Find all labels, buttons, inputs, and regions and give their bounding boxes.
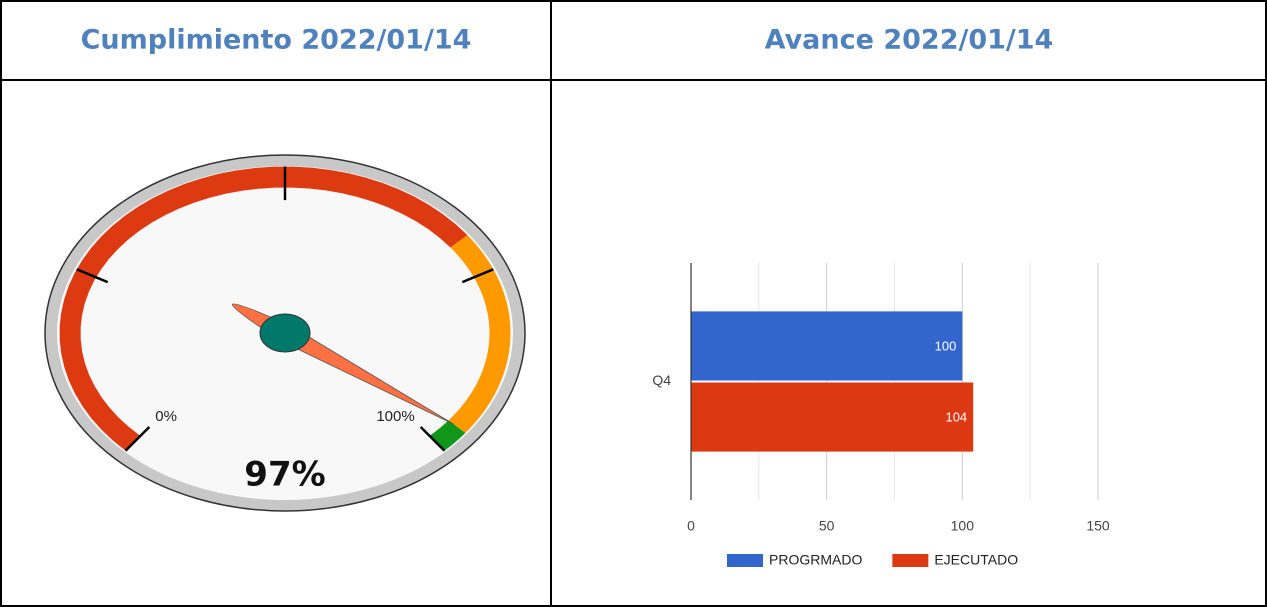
legend-swatch — [892, 554, 929, 567]
x-tick-label: 100 — [951, 518, 975, 534]
gauge-tick-label: 100% — [376, 408, 414, 425]
header-right: Avance 2022/01/14 — [765, 25, 1054, 56]
gauge-tick — [461, 268, 494, 284]
gauge-tick — [419, 426, 446, 452]
legend-label: PROGRMADO — [769, 552, 862, 568]
gauge-band — [59, 166, 468, 451]
gauge-value: 97% — [244, 455, 325, 495]
legend-swatch — [727, 554, 763, 567]
bar-label: 104 — [945, 409, 967, 424]
gauge-hub — [259, 313, 311, 353]
gauge-band — [448, 235, 511, 433]
x-tick-label: 0 — [687, 518, 695, 534]
bar — [691, 311, 963, 381]
bar-label: 100 — [935, 338, 957, 353]
bar — [691, 382, 974, 452]
x-tick-label: 150 — [1086, 518, 1110, 534]
gauge-tick — [124, 426, 151, 452]
x-tick-label: 50 — [819, 518, 835, 534]
legend-label: EJECUTADO — [934, 552, 1018, 568]
header-left: Cumplimiento 2022/01/14 — [81, 25, 472, 56]
gauge-tick — [76, 268, 109, 284]
gauge-tick-label: 0% — [155, 408, 177, 425]
y-tick-label: Q4 — [652, 372, 671, 388]
